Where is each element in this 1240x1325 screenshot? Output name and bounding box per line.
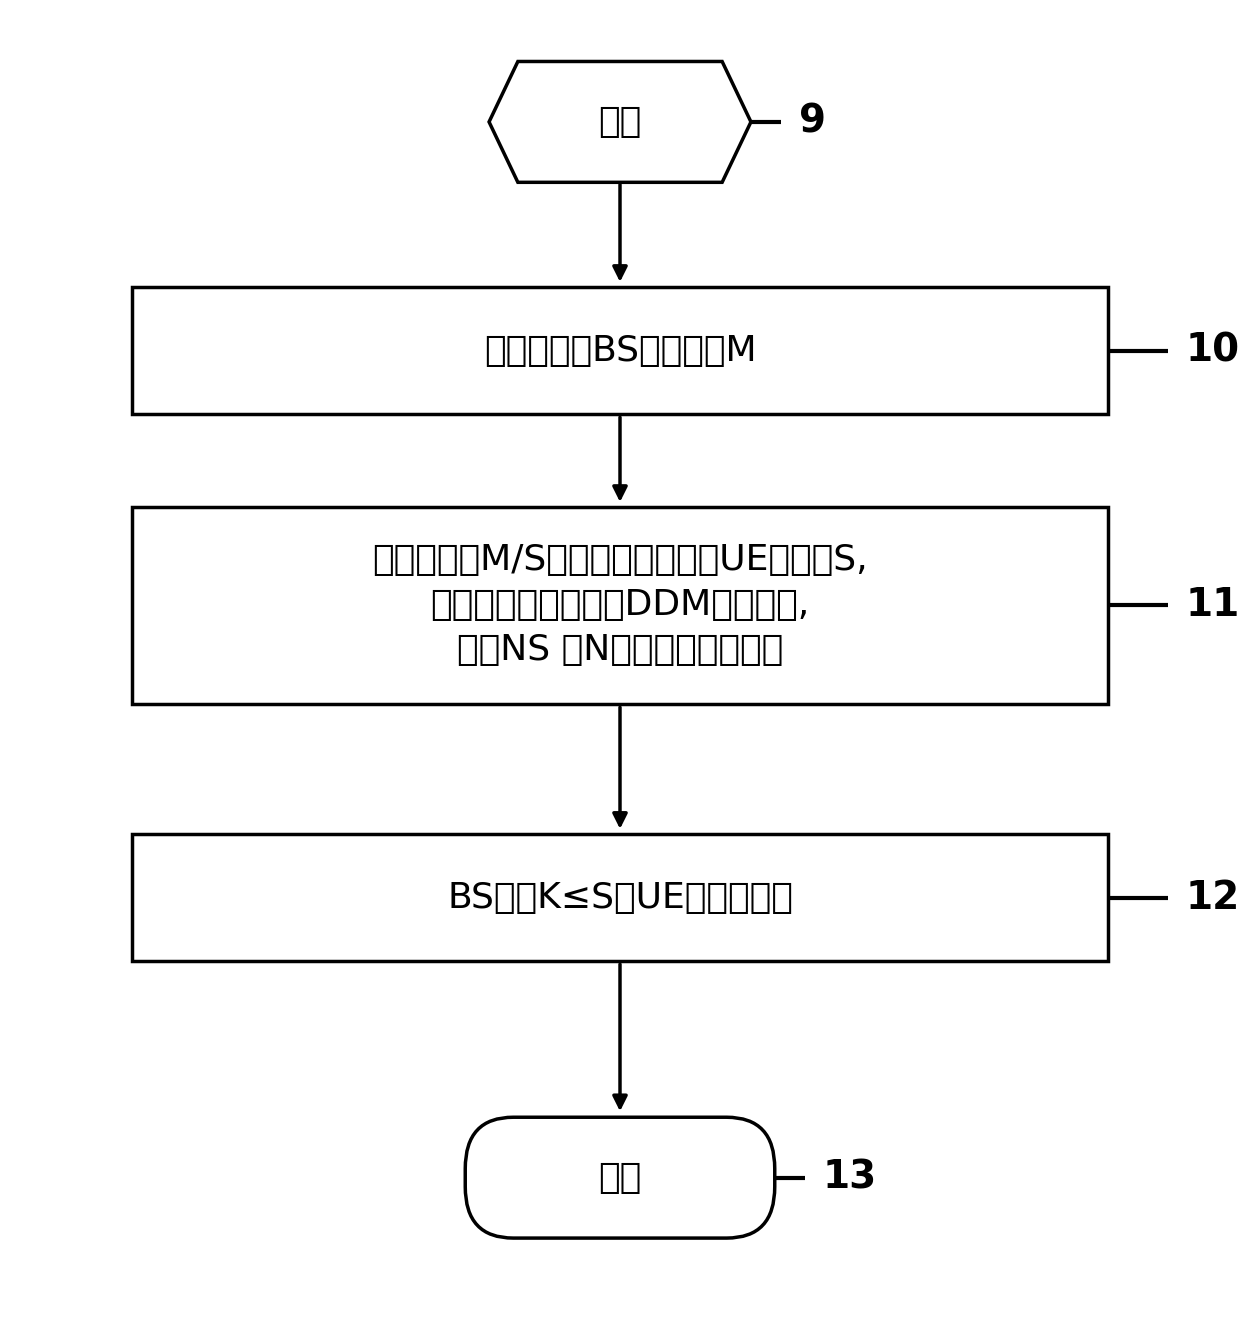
Text: 13: 13 (822, 1158, 877, 1196)
Text: 9: 9 (799, 103, 826, 140)
Text: 获得或选择BS天线数量M: 获得或选择BS天线数量M (484, 334, 756, 368)
Text: 以足够大的M/S比率得到所服务的UE的数量S,
以实现高收敛概率或DDM的高概率,
使得NS 在N很小的情况下收敛: 以足够大的M/S比率得到所服务的UE的数量S, 以实现高收敛概率或DDM的高概率… (372, 543, 868, 666)
Text: BS选择K≤S个UE以进行服务: BS选择K≤S个UE以进行服务 (448, 881, 792, 914)
Text: 10: 10 (1185, 331, 1240, 370)
Text: 11: 11 (1185, 586, 1240, 624)
Bar (131, 506, 1109, 704)
Text: 12: 12 (1185, 878, 1240, 917)
FancyBboxPatch shape (465, 1117, 775, 1238)
Text: 开始: 开始 (599, 105, 641, 139)
Text: 结束: 结束 (599, 1161, 641, 1195)
Polygon shape (489, 61, 751, 183)
Bar (131, 288, 1109, 415)
Bar (131, 835, 1109, 962)
